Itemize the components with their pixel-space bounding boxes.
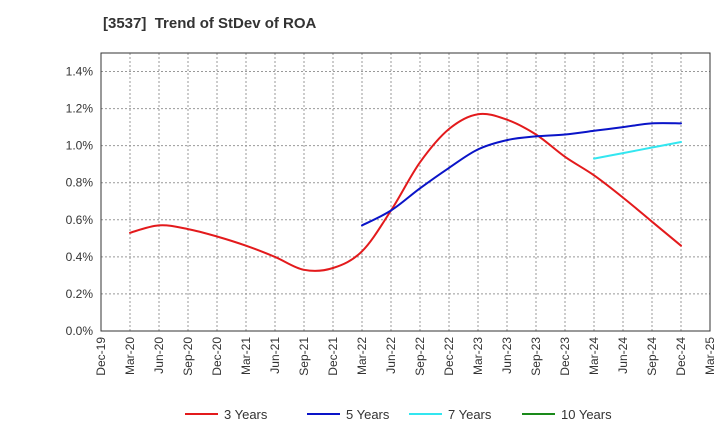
x-tick-label: Jun-22 (384, 337, 398, 374)
x-tick-label: Mar-21 (239, 337, 253, 375)
series-lines (129, 112, 682, 272)
y-tick-label: 0.0% (66, 324, 94, 338)
legend-label-7-years: 7 Years (448, 407, 492, 422)
y-tick-label: 1.4% (66, 65, 94, 79)
x-axis-ticks: Dec-19 Mar-20 Jun-20 Sep-20 Dec-20 Mar-21 Jun-… (94, 337, 717, 376)
x-tick-label: Mar-23 (471, 337, 485, 375)
plot-background (101, 53, 710, 331)
y-tick-label: 1.2% (66, 102, 94, 116)
x-tick-label: Sep-24 (645, 337, 659, 376)
x-tick-label: Mar-24 (587, 337, 601, 375)
x-tick-label: Mar-20 (123, 337, 137, 375)
legend-label-10-years: 10 Years (561, 407, 612, 422)
legend-label-3-years: 3 Years (224, 407, 268, 422)
x-tick-label: Sep-23 (529, 337, 543, 376)
x-tick-label: Dec-19 (94, 337, 108, 376)
x-tick-label: Dec-23 (558, 337, 572, 376)
x-tick-label: Sep-22 (413, 337, 427, 376)
x-tick-label: Mar-25 (703, 337, 717, 375)
x-tick-label: Dec-22 (442, 337, 456, 376)
x-tick-label: Dec-20 (210, 337, 224, 376)
y-tick-label: 0.8% (66, 176, 94, 190)
x-tick-label: Dec-24 (674, 337, 688, 376)
y-tick-label: 1.0% (66, 139, 94, 153)
x-tick-label: Sep-21 (297, 337, 311, 376)
x-tick-label: Jun-20 (152, 337, 166, 374)
y-tick-label: 0.4% (66, 250, 94, 264)
x-tick-label: Jun-23 (500, 337, 514, 374)
x-tick-label: Dec-21 (326, 337, 340, 376)
y-tick-label: 0.6% (66, 213, 94, 227)
series-line-3-years (129, 112, 682, 272)
plot-border (100, 52, 711, 332)
series-line-7-years (593, 141, 682, 160)
x-tick-label: Mar-22 (355, 337, 369, 375)
series-line-5-years (361, 122, 682, 227)
x-tick-label: Sep-20 (181, 337, 195, 376)
x-tick-label: Jun-21 (268, 337, 282, 374)
y-tick-label: 0.2% (66, 287, 94, 301)
chart-title: [3537] Trend of StDev of ROA (103, 15, 317, 32)
legend-label-5-years: 5 Years (346, 407, 390, 422)
x-tick-label: Jun-24 (616, 337, 630, 374)
gridlines (101, 53, 710, 331)
y-axis-ticks: 0.0% 0.2% 0.4% 0.6% 0.8% 1.0% 1.2% 1.4% (66, 65, 94, 338)
legend: 3 Years 5 Years 7 Years 10 Years (185, 407, 612, 422)
